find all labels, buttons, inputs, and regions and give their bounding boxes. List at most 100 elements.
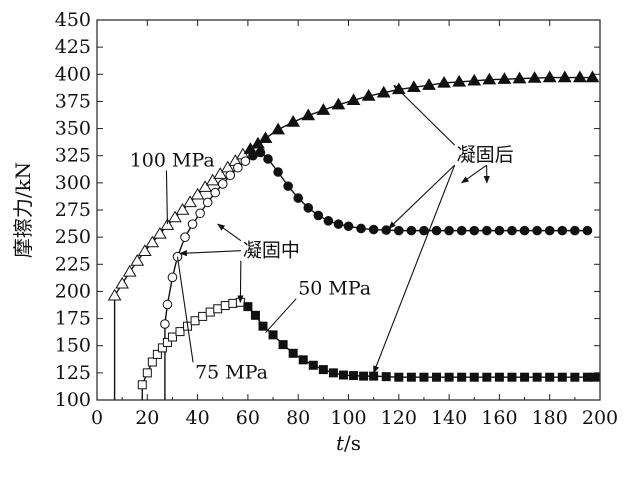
data-point <box>349 371 359 381</box>
annotation-arrow <box>237 260 244 304</box>
data-point <box>288 348 298 358</box>
annotation: 75 MPa <box>176 256 268 383</box>
data-point <box>437 75 451 88</box>
data-point <box>346 93 361 106</box>
data-point <box>198 180 213 192</box>
x-tick-label: 0 <box>91 407 103 429</box>
y-tick-label: 425 <box>55 36 91 58</box>
data-point <box>381 372 391 382</box>
data-point <box>202 197 213 208</box>
y-tick-label: 375 <box>55 90 91 112</box>
data-point <box>482 372 492 382</box>
data-point <box>376 85 391 98</box>
data-point <box>316 103 331 115</box>
data-point <box>283 181 293 191</box>
data-point <box>122 264 137 277</box>
data-point <box>190 187 205 200</box>
data-point <box>160 218 175 230</box>
x-tick-label: 180 <box>532 407 568 429</box>
y-tick-label: 450 <box>55 9 91 31</box>
data-point <box>406 225 417 236</box>
data-point <box>507 225 517 236</box>
data-point <box>494 372 504 382</box>
data-point <box>271 122 285 135</box>
y-tick-label: 175 <box>55 308 91 330</box>
annotation-arrow <box>373 164 456 374</box>
x-axis-label-unit: /s <box>344 431 361 455</box>
data-point <box>168 210 182 223</box>
y-tick-label: 275 <box>55 199 91 221</box>
data-point <box>225 170 236 181</box>
y-tick-label: 400 <box>55 63 91 85</box>
data-point <box>137 244 152 256</box>
data-point <box>419 372 429 382</box>
data-point <box>278 340 288 350</box>
data-point <box>228 298 238 308</box>
data-point <box>318 365 328 375</box>
annotation-label: 100 MPa <box>130 150 215 172</box>
data-point <box>205 173 220 186</box>
data-point <box>507 372 517 382</box>
data-point <box>167 332 177 342</box>
data-point <box>333 219 344 229</box>
data-point <box>268 330 278 340</box>
data-point <box>162 299 173 310</box>
data-point <box>532 372 542 382</box>
data-point <box>147 357 157 367</box>
data-point <box>407 80 421 93</box>
y-tick-label: 250 <box>55 226 91 248</box>
data-point <box>258 131 273 144</box>
data-point <box>137 380 147 390</box>
data-point <box>331 97 346 110</box>
data-point <box>213 304 223 314</box>
x-tick-label: 60 <box>236 407 260 429</box>
x-tick-label: 160 <box>481 407 517 429</box>
data-point <box>187 219 198 229</box>
data-point <box>157 343 167 353</box>
data-point <box>338 370 348 380</box>
data-point <box>220 301 230 311</box>
data-point <box>557 70 572 83</box>
y-tick-label: 125 <box>55 362 91 384</box>
data-point <box>570 372 580 382</box>
data-point <box>444 372 454 382</box>
data-point <box>298 355 308 365</box>
data-point <box>152 349 162 359</box>
data-point <box>512 71 527 84</box>
data-point <box>542 70 557 83</box>
data-point <box>198 311 208 321</box>
data-point <box>431 225 442 236</box>
series-line <box>141 301 595 400</box>
annotation-label: 凝固中 <box>243 240 300 262</box>
annotation-label: 50 MPa <box>298 278 371 300</box>
data-point <box>361 89 376 101</box>
y-tick-label: 325 <box>55 145 91 167</box>
annotation-arrow <box>176 256 194 363</box>
data-point <box>210 187 221 198</box>
data-point <box>255 147 266 158</box>
data-point <box>419 225 429 236</box>
annotation-arrow <box>165 170 168 225</box>
data-point <box>469 225 480 236</box>
annotation-label: 75 MPa <box>195 361 268 383</box>
data-point <box>557 225 568 236</box>
data-point <box>107 288 122 301</box>
data-point <box>590 372 600 382</box>
data-point <box>406 372 416 382</box>
x-axis-label: t/s <box>336 431 361 455</box>
data-point <box>452 74 467 87</box>
data-point <box>457 372 467 382</box>
data-point <box>444 225 454 236</box>
data-point <box>308 360 318 370</box>
data-point <box>582 225 593 236</box>
data-point <box>456 225 467 236</box>
data-point <box>190 316 200 326</box>
y-tick-label: 150 <box>55 335 91 357</box>
data-point <box>323 216 334 226</box>
data-point <box>115 276 130 289</box>
x-tick-label: 20 <box>135 407 159 429</box>
data-point <box>263 154 273 164</box>
data-point <box>520 372 530 382</box>
data-point <box>369 371 379 381</box>
